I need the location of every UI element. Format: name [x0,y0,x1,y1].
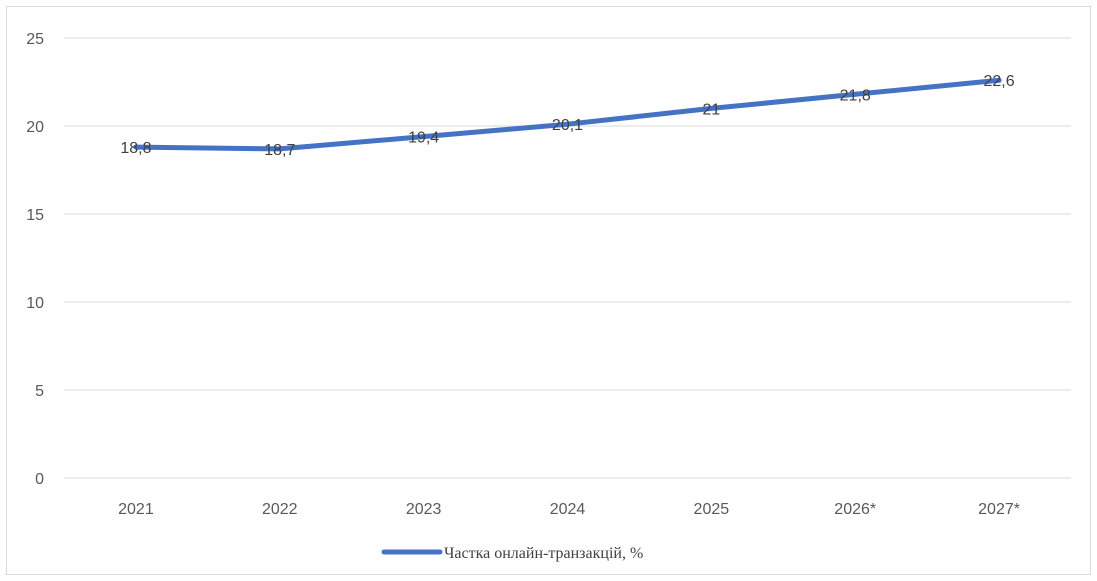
data-point [277,146,283,152]
legend-label: Частка онлайн-транзакцій, % [444,545,643,562]
data-label: 18,7 [264,142,295,159]
data-label: 21,8 [840,87,871,104]
x-tick-label: 2022 [262,501,298,518]
data-label: 20,1 [552,117,583,134]
y-axis-ticks: 0 5 10 15 20 25 [26,31,44,488]
y-tick-label: 5 [35,383,44,400]
x-axis-ticks: 2021 2022 2023 2024 2025 2026* 2027* [118,501,1020,518]
y-tick-label: 10 [26,295,44,312]
y-tick-label: 20 [26,119,44,136]
y-tick-label: 25 [26,31,44,48]
data-point [133,144,139,150]
chart-frame [6,6,1091,575]
data-labels: 18,8 18,7 19,4 20,1 21 21,8 22,6 [120,73,1014,159]
data-label: 19,4 [408,130,439,147]
data-label: 18,8 [120,140,151,157]
data-point [852,91,858,97]
data-point [996,77,1002,83]
data-point [421,134,427,140]
x-tick-label: 2026* [834,501,876,518]
gridlines [64,37,1071,479]
y-tick-label: 15 [26,207,44,224]
series-layer [133,77,1002,152]
data-point [565,121,570,127]
legend: Частка онлайн-транзакцій, % [381,545,643,562]
x-tick-label: 2023 [406,501,442,518]
x-tick-label: 2025 [694,501,730,518]
x-tick-label: 2024 [550,501,586,518]
data-point [708,105,714,111]
x-tick-label: 2027* [978,501,1020,518]
y-tick-label: 0 [35,471,44,488]
x-tick-label: 2021 [118,501,154,518]
data-label: 22,6 [984,73,1015,90]
data-label: 21 [702,101,720,118]
